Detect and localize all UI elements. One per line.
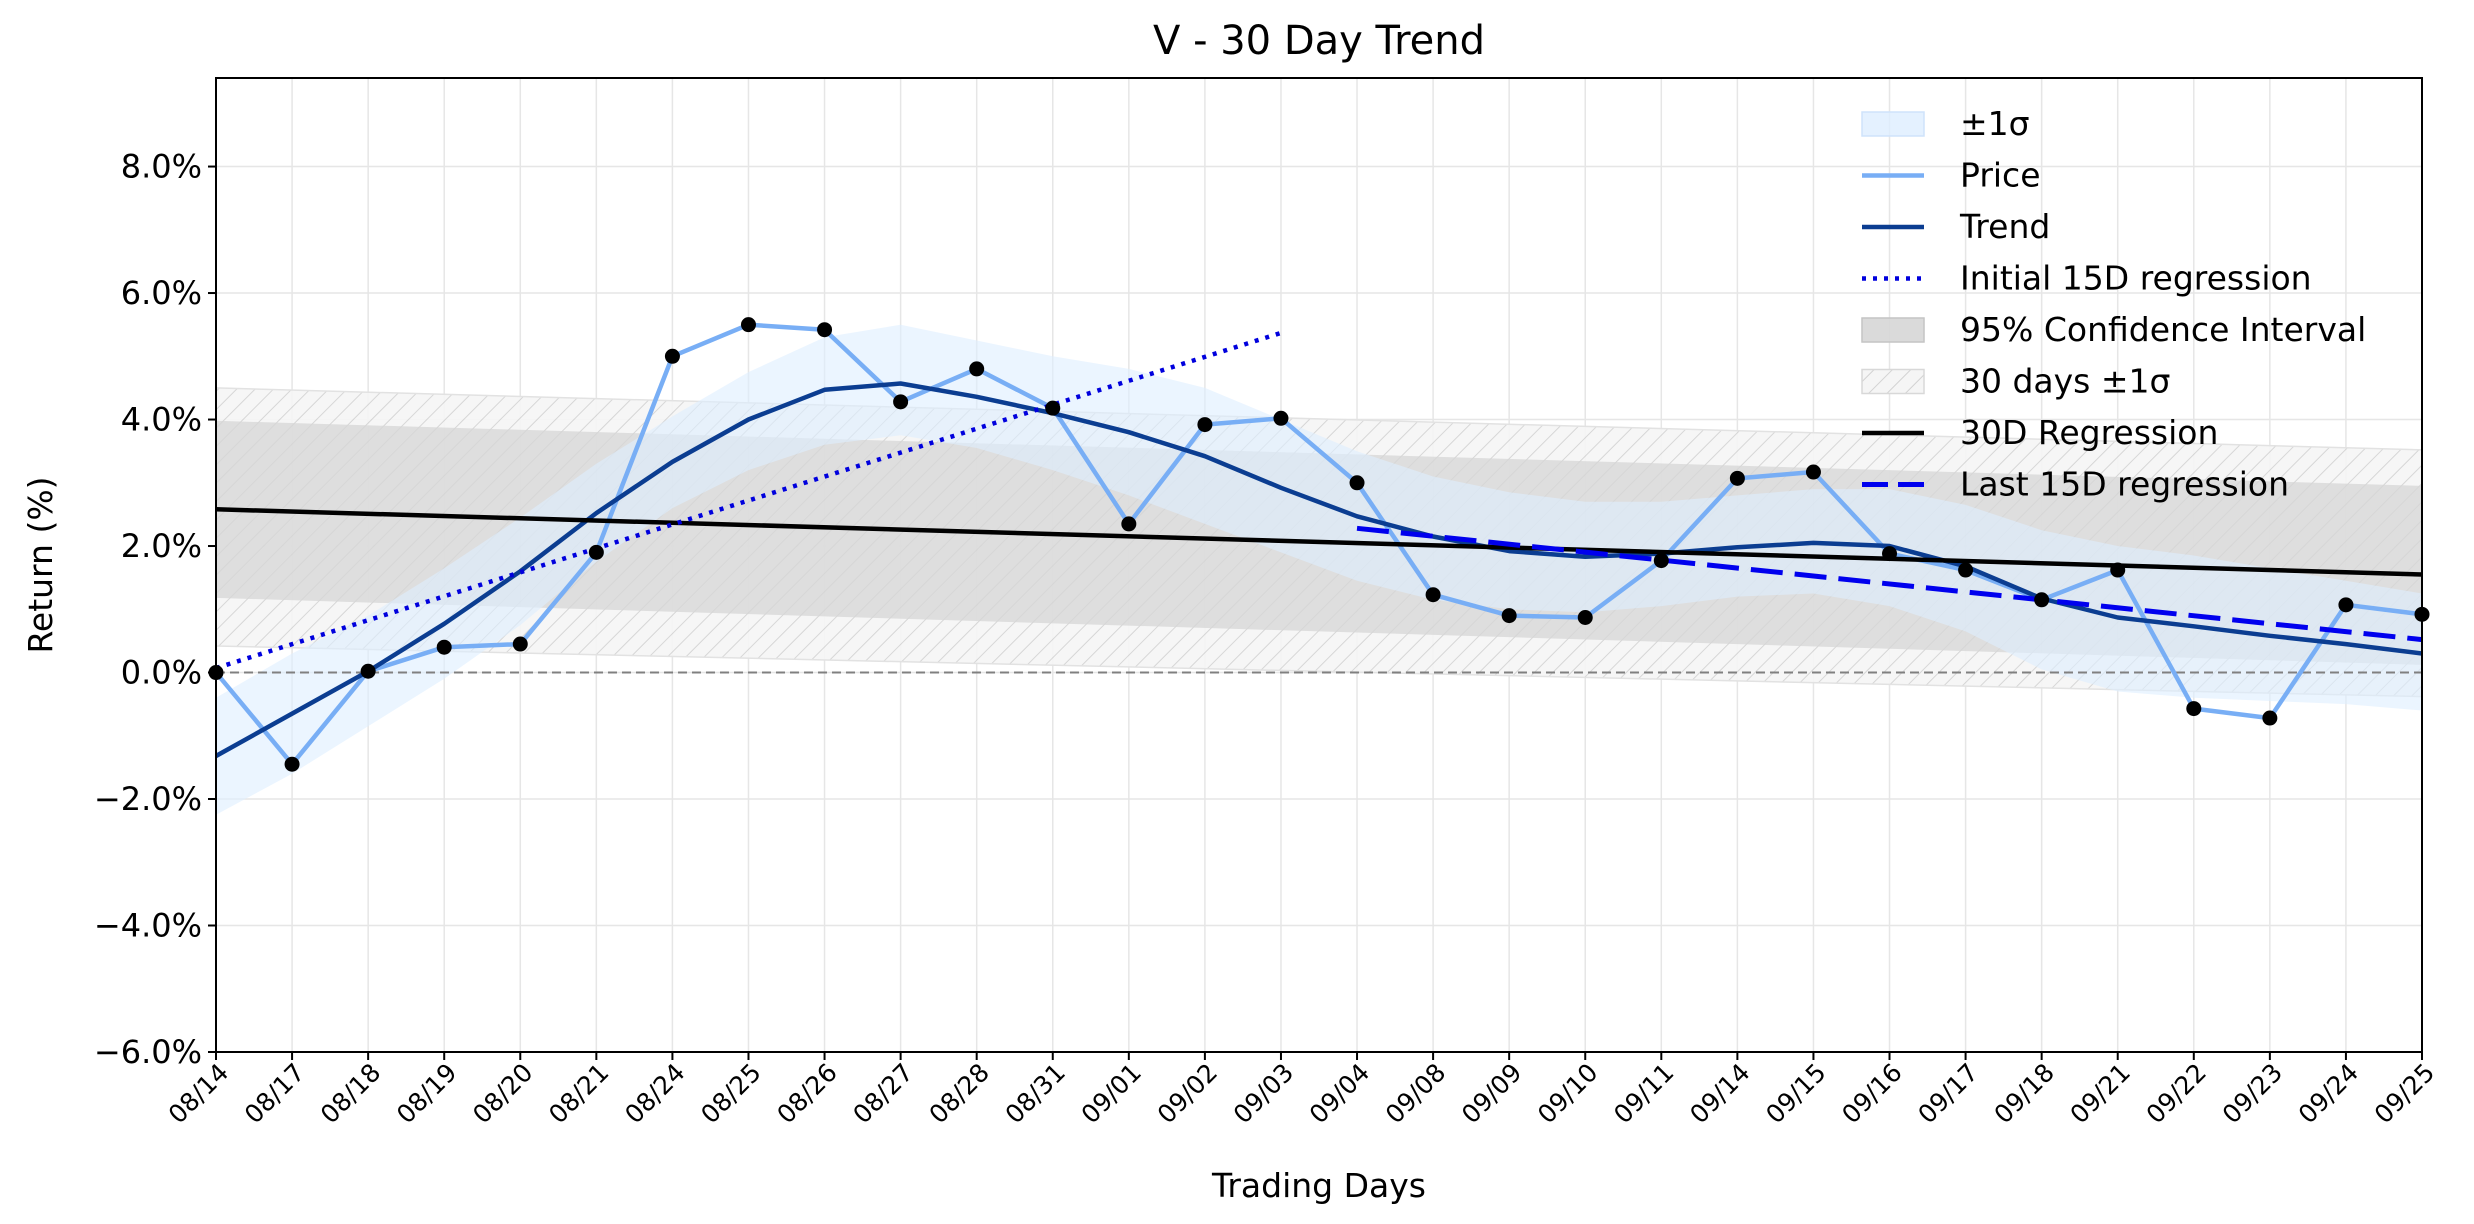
price-points [208,317,2430,772]
series-30d-regression [216,507,2422,577]
legend: ±1σ Price Trend Initial 15D regression 95% C… [1861,104,2366,504]
price-point [1045,400,1061,416]
price-point [1197,417,1213,433]
price-point [893,394,909,410]
price-point [360,663,376,679]
price-point [1653,553,1669,569]
legend-swatch--1- [1861,111,1925,137]
price-point [2034,592,2050,608]
chart-title: V - 30 Day Trend [1153,18,1485,64]
price-point [512,636,528,652]
legend-label-price: Price [1960,156,2041,195]
price-point [817,322,833,338]
legend-label-last-15d-regression: Last 15D regression [1960,465,2289,504]
price-point [1729,470,1745,486]
price-point [1425,587,1441,603]
series-trend [216,381,2422,758]
legend-label--1-: ±1σ [1960,104,2030,143]
price-point [1501,608,1517,624]
y-tick-label: 0.0% [121,654,202,692]
price-point [588,544,604,560]
legend-swatch-30-days-1- [1861,368,1925,395]
y-tick-label: −4.0% [94,907,202,945]
price-point [1958,562,1974,578]
price-point [1577,609,1593,625]
price-point [2262,710,2278,726]
y-axis: −6.0% −4.0% −2.0% 0.0% 2.0% 4.0% 6.0% 8.0% [94,148,216,1071]
price-point [1121,516,1137,532]
legend-label-30-days-1-: 30 days ±1σ [1960,362,2170,401]
price-point [740,317,756,333]
price-point [1805,464,1821,480]
legend-label-trend: Trend [1959,207,2050,246]
y-tick-label: −2.0% [94,780,202,818]
price-point [2338,597,2354,613]
legend-label-30d-regression: 30D Regression [1960,413,2218,452]
series-lines [216,322,2422,767]
price-point [1273,410,1289,426]
price-point [2186,701,2202,717]
legend-label-initial-15d-regression: Initial 15D regression [1960,259,2312,298]
legend-label-95-confidence-interval: 95% Confidence Interval [1960,310,2366,349]
price-point [664,348,680,364]
x-axis-label: Trading Days [1211,1166,1426,1205]
price-point [969,361,985,377]
price-point [436,639,452,655]
y-tick-label: −6.0% [94,1033,202,1071]
price-point [284,756,300,772]
y-axis-label: Return (%) [21,476,60,653]
y-tick-label: 6.0% [121,274,202,312]
price-point [1882,546,1898,562]
band--1- [216,324,2422,815]
price-point [2110,562,2126,578]
series-last-15d-regression [1356,525,2422,643]
plot-frame [215,77,2423,1053]
price-point [1349,475,1365,491]
y-tick-label: 4.0% [121,401,202,439]
series-price [216,322,2422,767]
y-tick-label: 8.0% [121,148,202,186]
y-tick-label: 2.0% [121,527,202,565]
legend-swatch-95-confidence-interval [1861,317,1925,343]
